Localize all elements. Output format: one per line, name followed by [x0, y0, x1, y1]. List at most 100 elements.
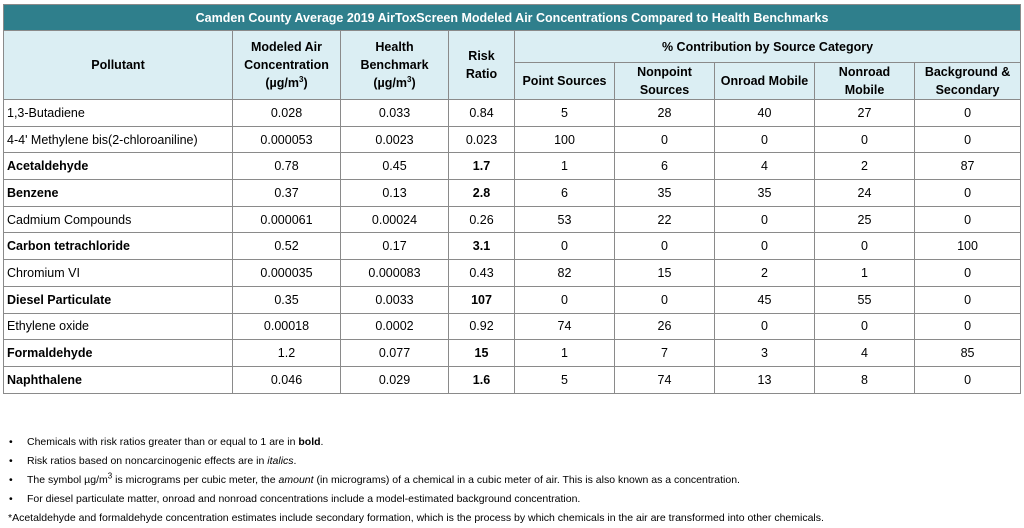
onroad-mobile-value: 0 — [714, 205, 815, 234]
table-row: Carbon tetrachloride 0.52 0.17 3.1 0 0 0… — [3, 232, 1022, 261]
background-secondary-value: 85 — [913, 339, 1022, 367]
nonpoint-sources-value: 28 — [614, 99, 715, 127]
point-sources-value: 100 — [514, 125, 615, 154]
header-bg-line1: Background & — [924, 65, 1011, 79]
nonroad-mobile-value: 24 — [814, 179, 915, 207]
risk-ratio-value: 1.6 — [448, 365, 515, 394]
nonroad-mobile-value: 8 — [814, 365, 915, 394]
table-row: 4-4' Methylene bis(2-chloroaniline) 0.00… — [3, 125, 1022, 154]
point-sources-value: 6 — [514, 179, 615, 207]
health-benchmark-value: 0.00024 — [340, 205, 449, 234]
table-row: Benzene 0.37 0.13 2.8 6 35 35 24 0 — [3, 179, 1022, 207]
pollutant-name: Naphthalene — [3, 365, 233, 394]
note-text: The symbol µg/m — [27, 474, 108, 486]
modeled-concentration-value: 0.52 — [232, 232, 341, 261]
nonpoint-sources-value: 15 — [614, 259, 715, 287]
point-sources-value: 74 — [514, 312, 615, 341]
background-secondary-value: 87 — [913, 152, 1022, 181]
header-nonpoint-sources: Nonpoint Sources — [614, 62, 715, 100]
health-benchmark-value: 0.029 — [340, 365, 449, 394]
pollutant-name: Cadmium Compounds — [3, 205, 233, 234]
modeled-concentration-value: 0.000061 — [232, 205, 341, 234]
note-text: Chemicals with risk ratios greater than … — [27, 436, 299, 448]
onroad-mobile-value: 40 — [714, 99, 815, 127]
health-benchmark-value: 0.0023 — [340, 125, 449, 154]
benchmark-table: Camden County Average 2019 AirToxScreen … — [2, 4, 1022, 394]
nonpoint-sources-value: 74 — [614, 365, 715, 394]
background-secondary-value: 0 — [913, 205, 1022, 234]
risk-ratio-value: 15 — [448, 339, 515, 367]
health-benchmark-value: 0.13 — [340, 179, 449, 207]
header-risk-ratio: Risk Ratio — [448, 30, 515, 100]
background-secondary-value: 0 — [913, 99, 1022, 127]
header-bg-line2: Secondary — [935, 83, 1000, 97]
nonpoint-sources-value: 0 — [614, 125, 715, 154]
pollutant-name: Acetaldehyde — [3, 152, 233, 181]
note-italic-ratios: • Risk ratios based on noncarcinogenic e… — [8, 452, 824, 471]
nonpoint-sources-value: 0 — [614, 285, 715, 314]
point-sources-value: 1 — [514, 339, 615, 367]
health-benchmark-value: 0.45 — [340, 152, 449, 181]
note-text: (in micrograms) of a chemical in a cubic… — [313, 474, 740, 486]
header-bench-unit-sup: 3 — [406, 74, 412, 84]
note-emphasis: bold — [298, 436, 321, 448]
modeled-concentration-value: 0.046 — [232, 365, 341, 394]
nonpoint-sources-value: 26 — [614, 312, 715, 341]
notes-list: • Chemicals with risk ratios greater tha… — [8, 433, 824, 509]
health-benchmark-value: 0.000083 — [340, 259, 449, 287]
footnote: *Acetaldehyde and formaldehyde concentra… — [8, 512, 824, 524]
note-text: For diesel particulate matter, onroad an… — [27, 493, 581, 505]
bullet-icon: • — [9, 493, 13, 505]
header-modeled-concentration: Modeled Air Concentration (µg/m3) — [232, 30, 341, 100]
onroad-mobile-value: 0 — [714, 125, 815, 154]
header-bench-unit: (µg/m — [373, 76, 407, 90]
header-pollutant: Pollutant — [3, 30, 233, 100]
header-bench-line1: Health — [375, 40, 414, 54]
background-secondary-value: 0 — [913, 179, 1022, 207]
risk-ratio-value: 0.26 — [448, 205, 515, 234]
nonpoint-sources-value: 6 — [614, 152, 715, 181]
background-secondary-value: 0 — [913, 312, 1022, 341]
onroad-mobile-value: 35 — [714, 179, 815, 207]
table-row: Ethylene oxide 0.00018 0.0002 0.92 74 26… — [3, 312, 1022, 341]
risk-ratio-value: 0.43 — [448, 259, 515, 287]
notes-section: • Chemicals with risk ratios greater tha… — [8, 433, 824, 528]
note-text: Risk ratios based on noncarcinogenic eff… — [27, 455, 268, 467]
nonroad-mobile-value: 4 — [814, 339, 915, 367]
onroad-mobile-value: 45 — [714, 285, 815, 314]
table-row: 1,3-Butadiene 0.028 0.033 0.84 5 28 40 2… — [3, 99, 1022, 127]
table-row: Diesel Particulate 0.35 0.0033 107 0 0 4… — [3, 285, 1022, 314]
header-nonpoint-line2: Sources — [639, 83, 690, 97]
risk-ratio-value: 107 — [448, 285, 515, 314]
health-benchmark-value: 0.077 — [340, 339, 449, 367]
point-sources-value: 0 — [514, 285, 615, 314]
modeled-concentration-value: 0.78 — [232, 152, 341, 181]
risk-ratio-value: 0.92 — [448, 312, 515, 341]
header-source-category-group: % Contribution by Source Category — [513, 30, 1022, 63]
header-health-benchmark: Health Benchmark (µg/m3) — [340, 30, 449, 100]
nonroad-mobile-value: 25 — [814, 205, 915, 234]
header-background-secondary: Background & Secondary — [913, 62, 1022, 100]
background-secondary-value: 0 — [913, 125, 1022, 154]
table-body: 1,3-Butadiene 0.028 0.033 0.84 5 28 40 2… — [3, 99, 1022, 394]
pollutant-name: Chromium VI — [3, 259, 233, 287]
modeled-concentration-value: 1.2 — [232, 339, 341, 367]
onroad-mobile-value: 0 — [714, 232, 815, 261]
note-text: . — [293, 455, 297, 467]
note-emphasis: amount — [278, 474, 314, 486]
header-modeled-unit: (µg/m — [265, 76, 299, 90]
nonpoint-sources-value: 7 — [614, 339, 715, 367]
header-nonpoint-line1: Nonpoint — [637, 65, 692, 79]
bullet-icon: • — [9, 436, 13, 448]
background-secondary-value: 0 — [913, 365, 1022, 394]
pollutant-name: Benzene — [3, 179, 233, 207]
modeled-concentration-value: 0.37 — [232, 179, 341, 207]
header-modeled-line2: Concentration — [244, 58, 329, 72]
risk-ratio-value: 2.8 — [448, 179, 515, 207]
note-diesel: • For diesel particulate matter, onroad … — [8, 490, 824, 509]
header-modeled-unit-end: ) — [303, 76, 308, 90]
header-nonroad-mobile: Nonroad Mobile — [814, 62, 915, 100]
note-text: is micrograms per cubic meter, the — [112, 474, 279, 486]
header-bench-unit-end: ) — [411, 76, 416, 90]
